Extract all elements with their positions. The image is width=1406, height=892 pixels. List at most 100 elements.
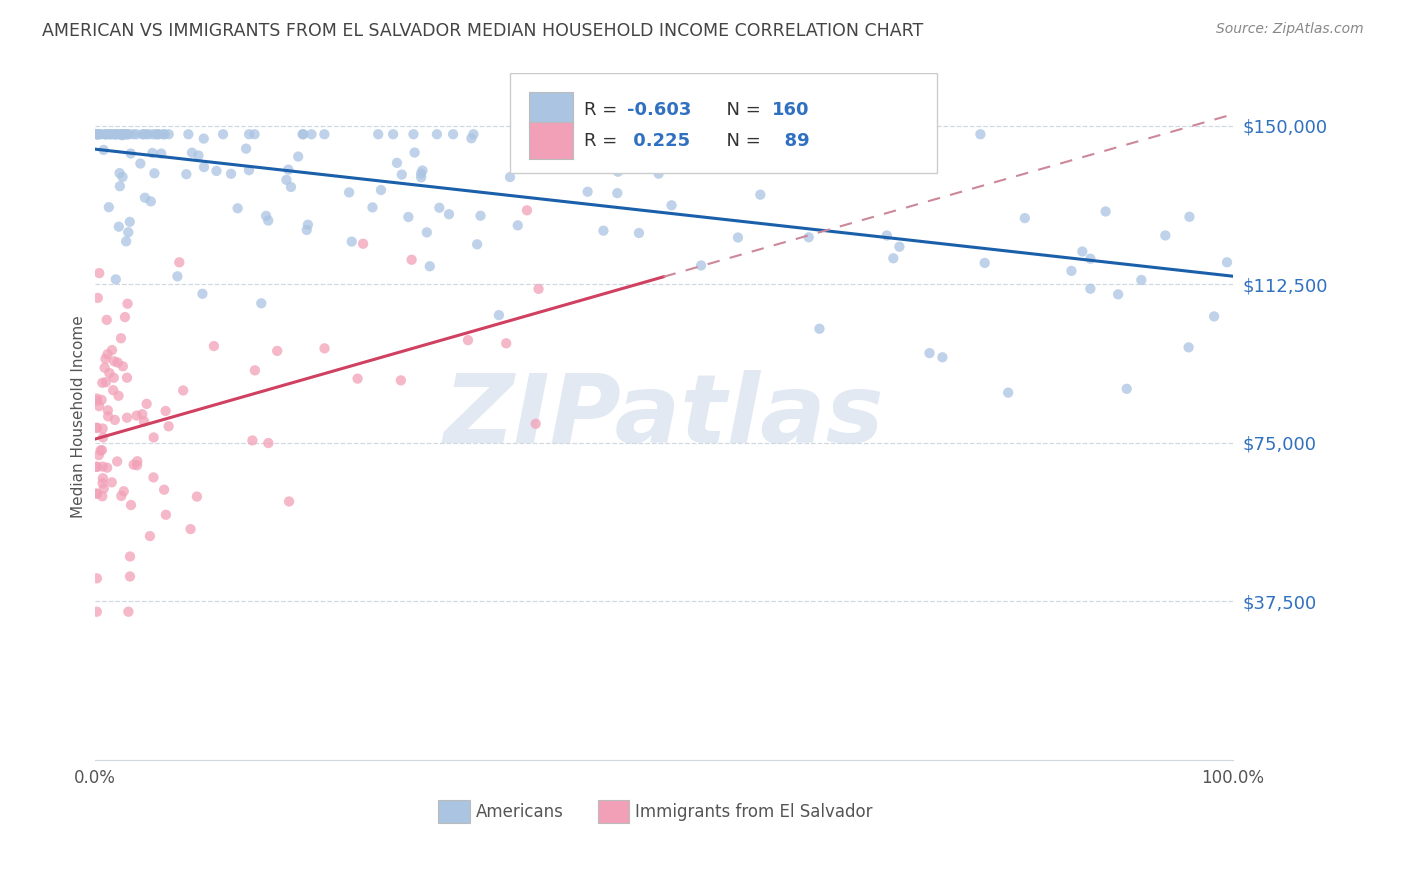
Point [117, 128, 139, 142]
Point [142, 470, 165, 484]
Point [96, 313, 118, 327]
Point [524, 417, 547, 431]
Point [100, 128, 122, 142]
Point [419, 260, 441, 274]
Point [1115, 382, 1137, 396]
FancyBboxPatch shape [439, 800, 470, 823]
Point [391, 168, 413, 182]
Point [508, 128, 530, 142]
Point [243, 128, 266, 142]
Point [607, 159, 630, 173]
Point [187, 148, 209, 162]
Point [1130, 273, 1153, 287]
Point [115, 128, 138, 142]
Point [180, 522, 202, 536]
Point [153, 128, 176, 142]
Text: ZIPatlas: ZIPatlas [443, 370, 884, 463]
Point [97, 200, 120, 214]
Point [382, 128, 405, 142]
Point [191, 286, 214, 301]
Point [515, 128, 537, 142]
Point [181, 145, 204, 160]
Point [89, 266, 111, 280]
Point [1071, 244, 1094, 259]
Point [186, 490, 208, 504]
Point [606, 186, 628, 201]
Point [301, 128, 323, 142]
Point [465, 237, 488, 252]
Point [592, 224, 614, 238]
FancyBboxPatch shape [529, 122, 572, 159]
Text: Source: ZipAtlas.com: Source: ZipAtlas.com [1216, 22, 1364, 37]
Point [661, 198, 683, 212]
Point [172, 384, 194, 398]
Point [243, 363, 266, 377]
Point [411, 170, 433, 185]
Point [166, 269, 188, 284]
Point [370, 183, 392, 197]
Point [150, 146, 173, 161]
Point [118, 215, 141, 229]
Point [110, 128, 132, 142]
Point [457, 333, 479, 347]
Point [90, 443, 112, 458]
Point [86, 393, 108, 408]
Point [176, 167, 198, 181]
Point [90, 392, 112, 407]
Point [96, 347, 118, 361]
Point [1178, 210, 1201, 224]
Point [142, 430, 165, 444]
Point [93, 360, 115, 375]
Point [87, 128, 110, 142]
Point [1154, 228, 1177, 243]
Point [111, 128, 134, 142]
Point [86, 459, 108, 474]
Point [117, 605, 139, 619]
Text: 0.225: 0.225 [627, 132, 690, 150]
Point [235, 142, 257, 156]
Point [120, 146, 142, 161]
Point [139, 194, 162, 209]
Point [870, 128, 893, 142]
Point [94, 128, 117, 142]
Point [103, 128, 125, 142]
Point [193, 131, 215, 145]
Point [437, 207, 460, 221]
Point [499, 170, 522, 185]
Point [441, 128, 464, 142]
Text: R =: R = [583, 132, 623, 150]
Point [527, 282, 550, 296]
Point [93, 482, 115, 496]
Point [291, 128, 314, 142]
Point [346, 371, 368, 385]
Point [1177, 340, 1199, 354]
Point [404, 145, 426, 160]
Text: Immigrants from El Salvador: Immigrants from El Salvador [636, 803, 873, 821]
Text: Americans: Americans [475, 803, 564, 821]
Point [276, 173, 298, 187]
Point [226, 201, 249, 215]
Point [1107, 287, 1129, 301]
Point [86, 128, 108, 142]
Point [314, 342, 336, 356]
Text: 160: 160 [772, 101, 808, 119]
Point [876, 228, 898, 243]
Point [94, 128, 117, 142]
Point [385, 156, 408, 170]
Point [153, 483, 176, 497]
Point [576, 185, 599, 199]
Point [749, 187, 772, 202]
Text: R =: R = [583, 101, 623, 119]
Point [685, 128, 707, 143]
Text: -0.603: -0.603 [627, 101, 692, 119]
Point [127, 454, 149, 468]
Point [122, 458, 145, 472]
Point [87, 128, 110, 142]
Point [125, 409, 148, 423]
Point [579, 161, 602, 175]
Point [409, 167, 432, 181]
Point [96, 460, 118, 475]
Point [135, 128, 157, 142]
Point [111, 359, 134, 374]
Point [416, 226, 439, 240]
